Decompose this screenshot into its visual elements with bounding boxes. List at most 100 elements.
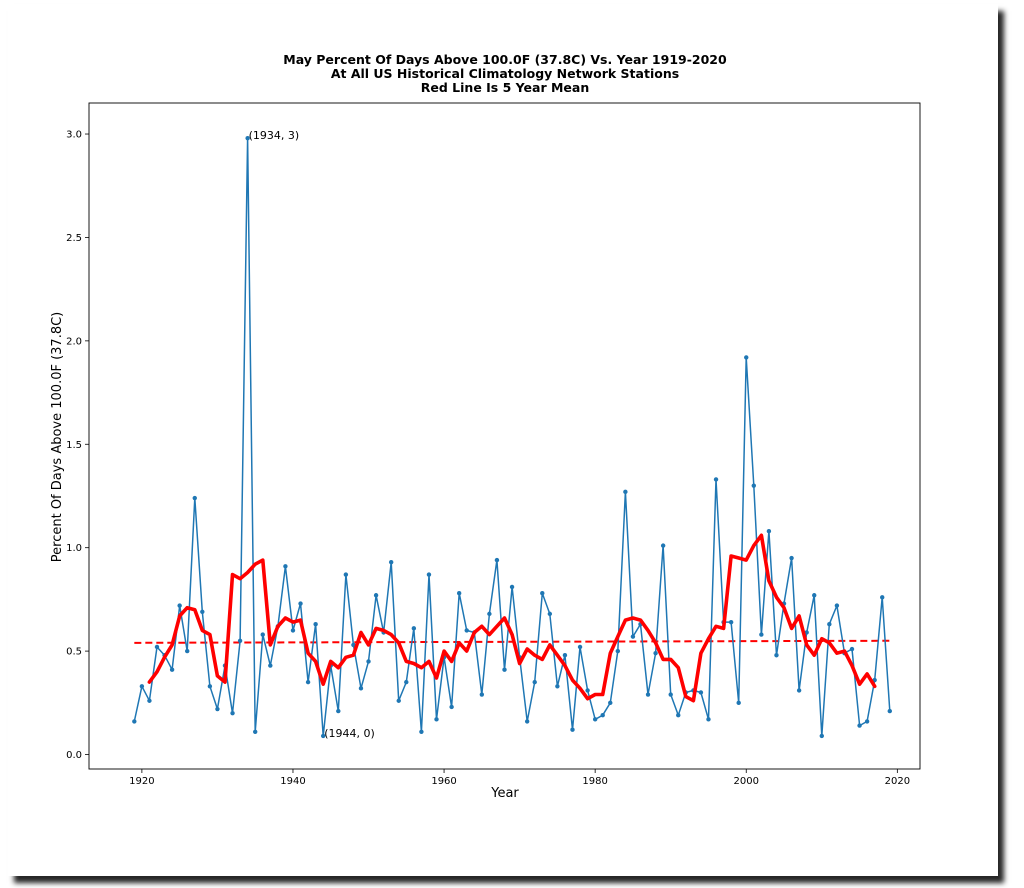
chart-title-line-3: Red Line Is 5 Year Mean (421, 80, 589, 95)
annual-data-point (313, 622, 318, 627)
annual-data-point (487, 611, 492, 617)
annual-data-point (200, 609, 205, 615)
five-year-mean-line (147, 533, 877, 703)
x-tick-label: 1980 (582, 776, 607, 787)
annual-data-point (147, 698, 152, 703)
annual-data-point (592, 717, 598, 722)
annual-data-point (343, 572, 349, 577)
annual-data-point (434, 717, 439, 722)
annual-data-point (880, 595, 885, 600)
annual-data-point (547, 611, 553, 617)
annual-data-point (608, 700, 613, 706)
annual-data-point (668, 692, 673, 697)
annual-data-point (540, 590, 545, 596)
annual-data-point (759, 632, 764, 637)
annual-data-point (373, 593, 379, 598)
annual-data-point (404, 679, 409, 685)
plot-area (88, 102, 921, 770)
point-annotation: (1944, 0) (324, 727, 375, 740)
annual-data-point (419, 729, 424, 734)
x-tick-label: 2000 (734, 776, 759, 787)
x-tick-label: 1960 (431, 776, 456, 787)
annual-data-point (887, 708, 892, 714)
annual-data-point (819, 733, 824, 739)
annual-data-point (336, 708, 341, 714)
annual-data-point (464, 628, 469, 633)
annual-data-point (834, 603, 840, 608)
annual-data-point (585, 688, 590, 693)
x-tick-label: 1920 (129, 776, 154, 787)
annual-data-point (396, 698, 401, 703)
annual-data-point (796, 688, 802, 693)
chart-title-line-2: At All US Historical Climatology Network… (331, 66, 679, 81)
annual-data-point (268, 663, 273, 668)
y-tick-label: 2.0 (66, 336, 82, 347)
annual-data-point (660, 543, 666, 548)
annual-data-point (736, 700, 741, 706)
annual-data-point (177, 603, 182, 608)
annual-data-point (857, 723, 862, 728)
x-tick-label: 2020 (885, 776, 910, 787)
annual-data-point (207, 684, 213, 689)
y-tick-label: 0.0 (66, 750, 82, 761)
annual-data-point (358, 686, 364, 691)
annual-data-point (366, 659, 371, 664)
annual-data-point (494, 557, 500, 563)
annual-data-point (139, 684, 145, 689)
annual-data-point (298, 601, 303, 606)
annual-data-point (154, 644, 160, 650)
annual-data-point (169, 667, 175, 672)
annual-data-point (630, 634, 636, 639)
annual-data-point (253, 729, 258, 734)
annual-data-point (698, 690, 704, 695)
annual-data-point (812, 593, 817, 598)
annual-data-point (524, 719, 530, 724)
annual-data-point (502, 667, 507, 672)
chart-title-line-1: May Percent Of Days Above 100.0F (37.8C)… (283, 52, 727, 67)
annual-data-point (751, 483, 756, 488)
y-tick-label: 1.0 (66, 543, 82, 554)
annual-data-point (653, 650, 658, 656)
annual-data-point (388, 559, 394, 565)
annual-data-point (509, 584, 515, 590)
figure-card (8, 4, 998, 876)
annual-data-point (766, 528, 772, 534)
series-layer (132, 135, 892, 739)
annual-data-point (555, 684, 560, 689)
annual-data-point (237, 638, 243, 643)
annual-data-point (570, 727, 575, 732)
point-annotation: (1934, 3) (249, 129, 300, 142)
annual-data-point (849, 646, 855, 652)
annual-data-point (185, 648, 190, 654)
annual-data-point (577, 644, 583, 650)
annual-data-point (532, 679, 537, 685)
annual-data-point (706, 717, 711, 722)
y-tick-label: 1.5 (66, 440, 82, 451)
annual-data-point (305, 679, 311, 685)
annual-data-point (789, 555, 794, 561)
annual-data-point (676, 713, 681, 718)
annual-data-point (562, 653, 568, 658)
annual-data-point (260, 632, 265, 637)
annual-data-point (728, 619, 734, 625)
annual-data-point (645, 692, 651, 697)
annual-data-point (864, 719, 870, 724)
x-axis-label: Year (490, 786, 519, 801)
annual-data-point (245, 135, 250, 141)
annual-data-point (713, 477, 719, 482)
x-axis: 1920 1940 1960 1980 2000 2020 (129, 769, 910, 787)
y-axis-label: Percent Of Days Above 100.0F (37.8C) (50, 312, 65, 562)
annual-data-point (426, 572, 432, 577)
annual-series-line (133, 137, 891, 737)
annual-data-point (351, 642, 356, 648)
y-tick-label: 2.5 (66, 233, 82, 244)
annual-data-point (623, 489, 628, 495)
y-tick-label: 0.5 (66, 647, 82, 658)
annual-data-point (230, 710, 235, 716)
annual-data-point (774, 653, 779, 658)
annual-data-point (615, 648, 621, 654)
y-tick-label: 3.0 (66, 130, 82, 141)
annual-data-point (456, 590, 462, 596)
annual-data-point (290, 628, 296, 633)
annual-data-point (215, 706, 220, 712)
